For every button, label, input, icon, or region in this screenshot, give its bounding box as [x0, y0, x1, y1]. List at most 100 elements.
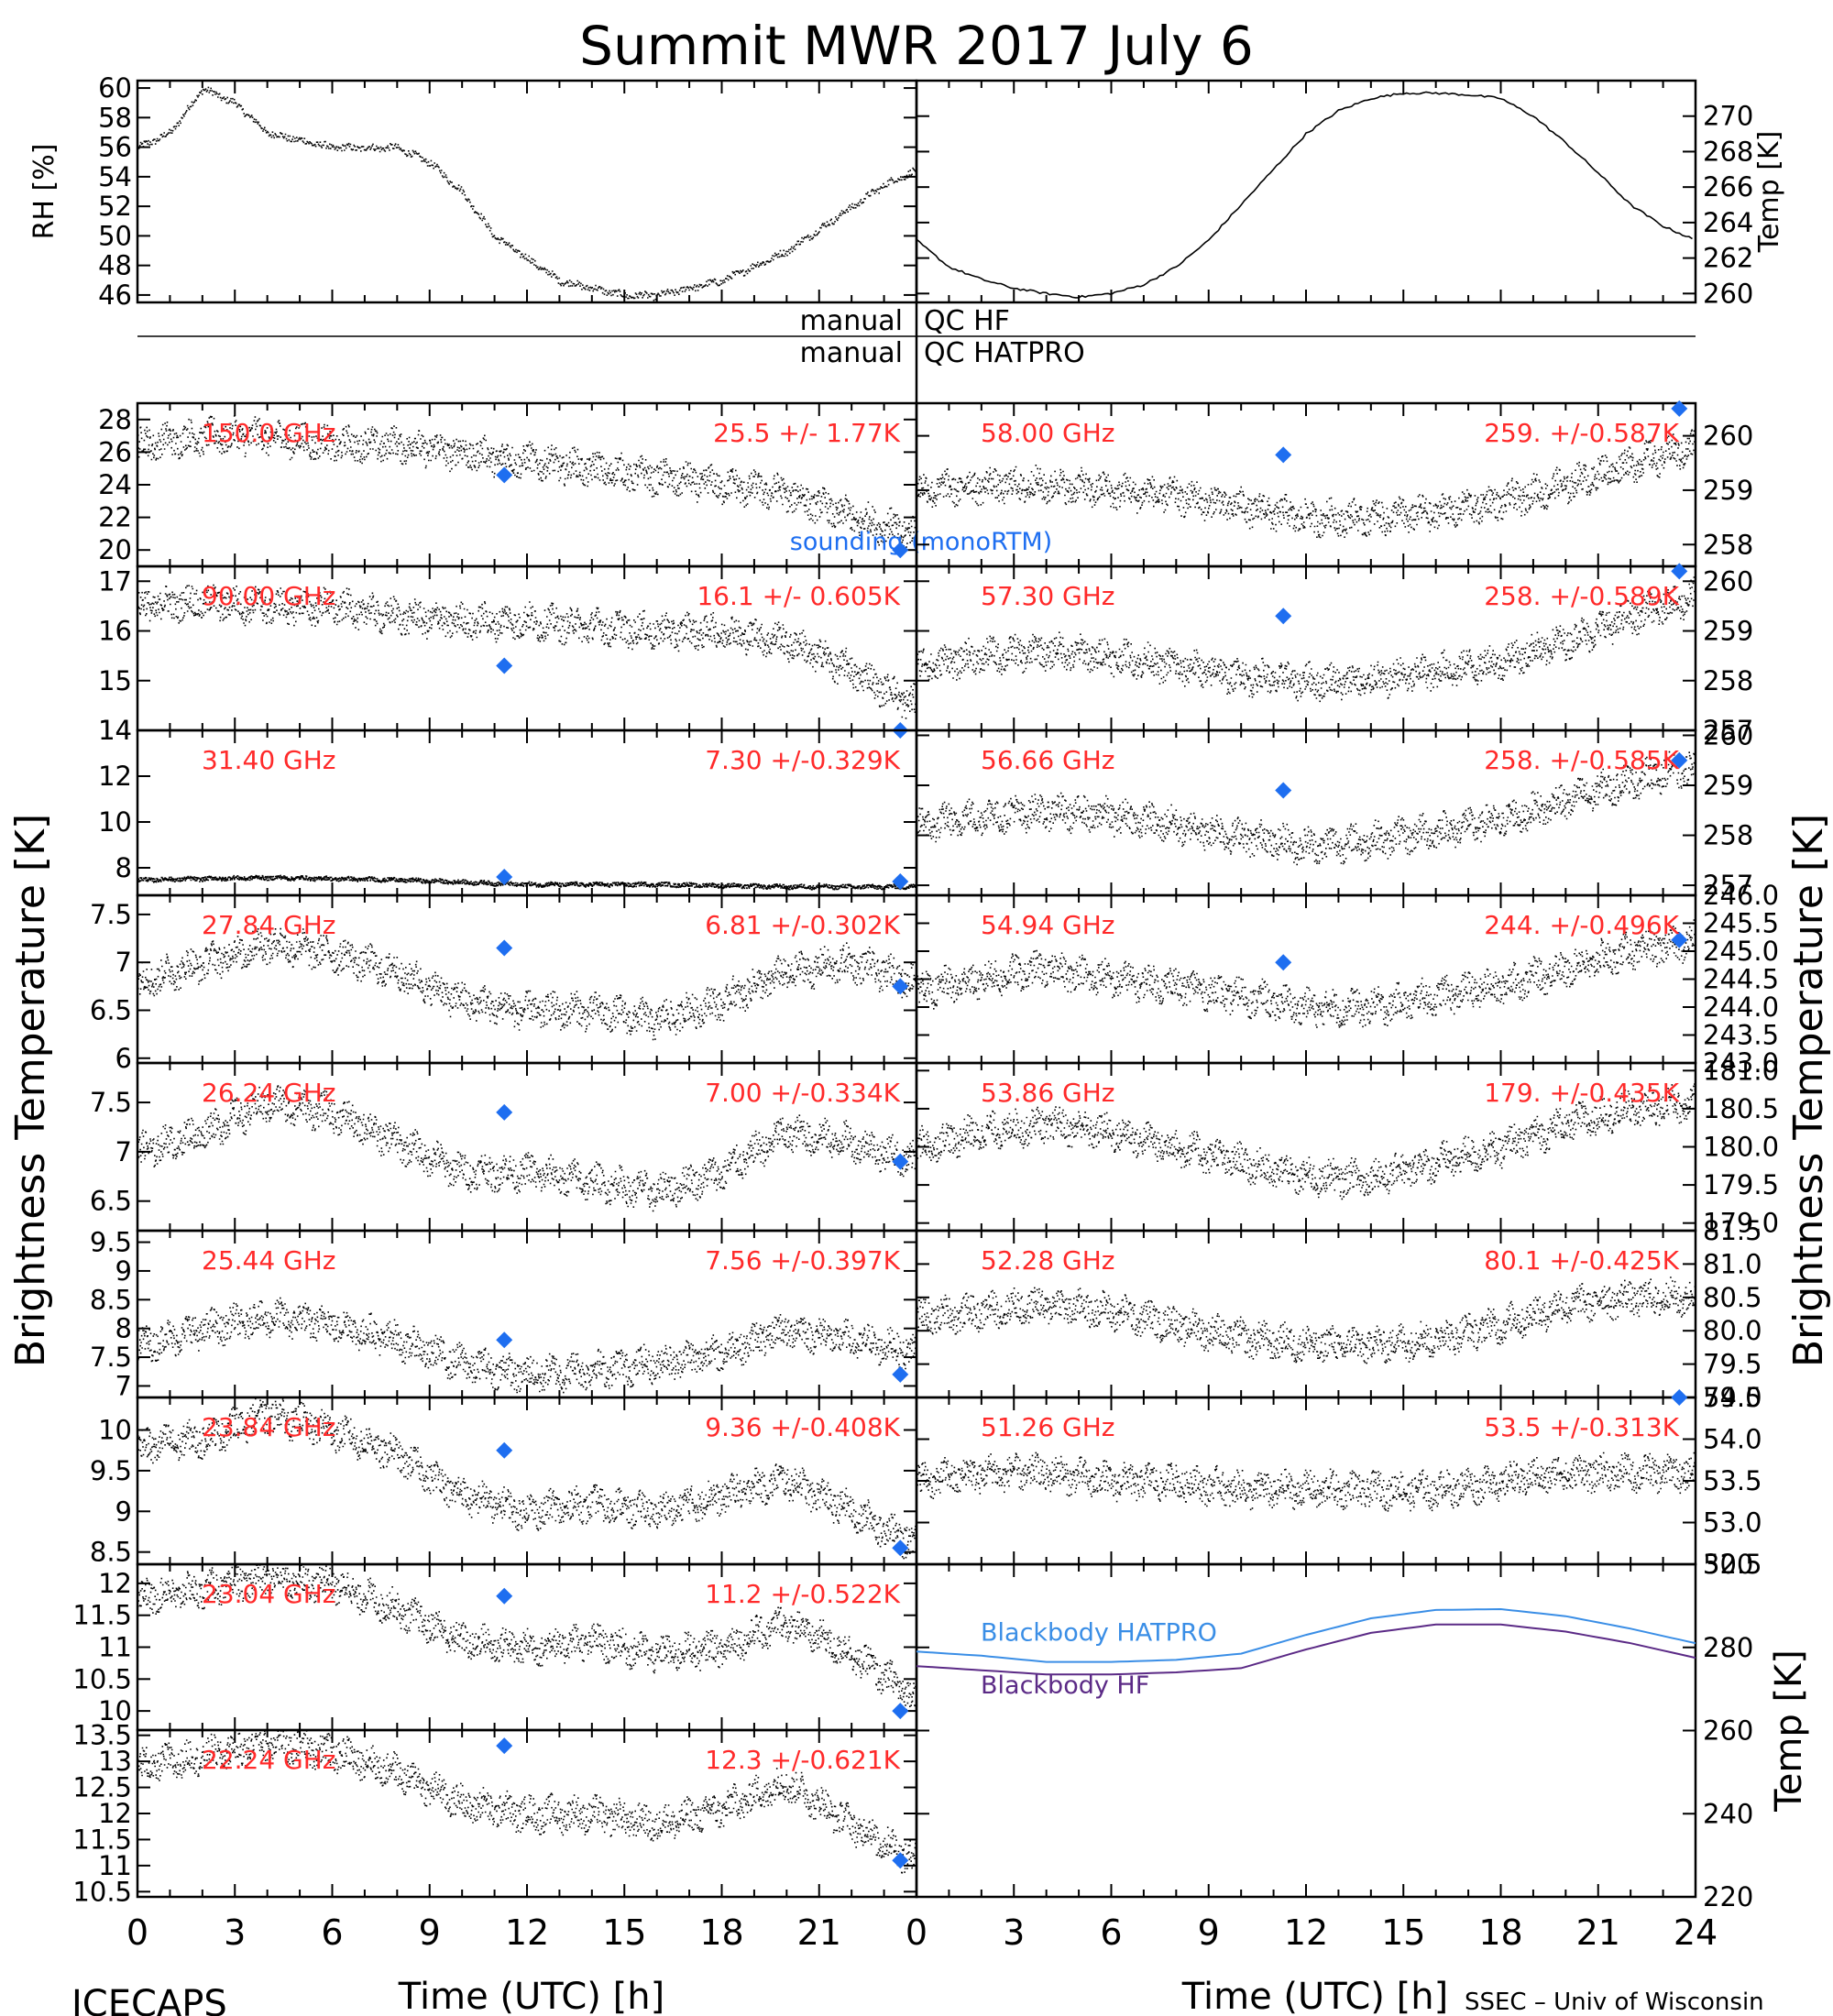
sounding-marker — [496, 1103, 513, 1121]
y-axis-title: RH [%] — [28, 144, 60, 240]
x-tick-label: 0 — [906, 1912, 927, 1953]
y-tick-label: 259 — [1703, 770, 1753, 801]
y-tick-label: 10 — [98, 1695, 132, 1726]
x-tick-label: 21 — [797, 1912, 841, 1953]
data-layer — [916, 1083, 1696, 1200]
frequency-label: 27.84 GHz — [202, 910, 336, 940]
x-tick-label: 18 — [1478, 1912, 1522, 1953]
y-tick-label: 9 — [115, 1496, 132, 1527]
frequency-label: 150.0 GHz — [202, 418, 336, 448]
stat-label: 6.81 +/-0.302K — [705, 910, 900, 940]
y-tick-label: 260 — [1703, 719, 1753, 751]
x-tick-labels: 0 3 6 9 12 15 18 21 0 3 6 9 12 15 18 21 24 — [126, 1912, 1718, 1953]
panel-f5730: 257 258 259 260 57.30 GHz 258. +/-0.589K — [915, 563, 1753, 746]
y-tick-label: 79.0 — [1703, 1382, 1762, 1413]
sounding-marker — [1671, 563, 1688, 580]
x-tick-label: 6 — [1100, 1912, 1122, 1953]
data-layer — [137, 1730, 916, 1874]
y-tick-label: 13.5 — [72, 1720, 132, 1751]
data-line — [916, 91, 1693, 299]
y-tick-label: 48 — [98, 250, 132, 281]
y-tick-label: 6 — [115, 1043, 132, 1074]
data-layer — [137, 874, 916, 891]
frequency-label: 58.00 GHz — [981, 418, 1115, 448]
y-tick-label: 7 — [115, 1136, 132, 1167]
panel-f5386: 179.0 179.5 180.0 180.5 181.0 53.86 GHz 179. +… — [915, 1055, 1779, 1239]
y-tick-label: 245.5 — [1703, 908, 1779, 939]
panel-f9000: 14 15 16 17 90.00 GHz 16.1 +/- 0.605K — [98, 564, 918, 746]
series-line-0 — [916, 1607, 1696, 1663]
frequency-label: 56.66 GHz — [981, 745, 1115, 775]
y-tick-label: 10 — [98, 1415, 132, 1446]
series-label-0: Blackbody HATPRO — [981, 1618, 1217, 1647]
sounding-marker — [1671, 400, 1688, 417]
y-tick-label: 80.0 — [1703, 1315, 1762, 1346]
stat-label: 258. +/-0.585K — [1484, 745, 1679, 775]
x-tick-label: 6 — [321, 1912, 343, 1953]
sounding-marker — [496, 1441, 513, 1459]
y-tick-label: 20 — [98, 534, 132, 565]
y-tick-label: 10.5 — [72, 1663, 132, 1694]
stat-label: 244. +/-0.496K — [1484, 910, 1679, 940]
y-tick-label: 26 — [98, 436, 132, 467]
data-points — [137, 86, 916, 301]
y-tick-label: 56 — [98, 132, 132, 163]
y-tick-label: 243.0 — [1703, 1047, 1779, 1079]
y-axis-title: Temp [K] — [1753, 131, 1785, 254]
qc-label-hatpro-right: QC HATPRO — [924, 337, 1085, 369]
qc-label-hatpro-left: manual — [800, 337, 903, 369]
figure-title: Summit MWR 2017 July 6 — [579, 15, 1254, 77]
left-axis-title: Brightness Temperature [K] — [7, 814, 54, 1367]
x-tick-label: 24 — [1674, 1912, 1718, 1953]
y-tick-label: 10.5 — [72, 1876, 132, 1907]
y-tick-label: 180.0 — [1703, 1132, 1779, 1163]
sounding-marker — [1275, 954, 1292, 971]
y-tick-label: 179.0 — [1703, 1208, 1779, 1239]
y-tick-label: 244.0 — [1703, 992, 1779, 1023]
y-tick-label: 240 — [1703, 1798, 1753, 1829]
y-tick-label: 245.0 — [1703, 936, 1779, 967]
y-tick-label: 14 — [98, 715, 132, 746]
frequency-label: 52.28 GHz — [981, 1245, 1115, 1276]
data-layer — [137, 1297, 916, 1394]
y-tick-label: 8 — [115, 852, 132, 883]
sounding-marker — [496, 939, 513, 957]
x-tick-label: 3 — [224, 1912, 246, 1953]
stat-label: 11.2 +/-0.522K — [705, 1579, 900, 1609]
sounding-marker — [892, 1852, 909, 1869]
x-tick-label: 15 — [602, 1912, 646, 1953]
sounding-marker — [496, 466, 513, 484]
data-points — [916, 1083, 1696, 1200]
y-tick-label: 260 — [1703, 565, 1753, 597]
sounding-marker — [1671, 751, 1688, 769]
sounding-marker — [496, 1737, 513, 1755]
data-layer — [137, 86, 916, 301]
frequency-label: 23.04 GHz — [202, 1579, 336, 1609]
y-tick-label: 246.0 — [1703, 880, 1779, 911]
y-tick-label: 17 — [98, 565, 132, 597]
y-tick-label: 257 — [1703, 715, 1753, 746]
y-tick-label: 268 — [1703, 136, 1753, 167]
frequency-label: 57.30 GHz — [981, 581, 1115, 611]
y-tick-label: 260 — [1703, 278, 1753, 309]
frequency-label: 31.40 GHz — [202, 745, 336, 775]
x-tick-label: 9 — [419, 1912, 441, 1953]
stat-label: 12.3 +/-0.621K — [705, 1745, 900, 1775]
y-tick-label: 11 — [98, 1632, 132, 1663]
x-axis-label-right: Time (UTC) [h] — [1181, 1976, 1448, 2016]
sounding-marker — [892, 1703, 909, 1720]
sounding-marker — [892, 1539, 909, 1557]
sounding-marker — [892, 1153, 909, 1170]
y-tick-label: 12.5 — [72, 1772, 132, 1803]
y-tick-label: 11 — [98, 1850, 132, 1881]
y-tick-label: 8 — [115, 1313, 132, 1344]
y-tick-label: 266 — [1703, 171, 1753, 203]
sounding-marker — [496, 1587, 513, 1605]
y-tick-label: 179.5 — [1703, 1169, 1779, 1200]
y-tick-label: 260 — [1703, 1715, 1753, 1747]
sounding-marker — [496, 657, 513, 674]
sounding-marker — [1275, 608, 1292, 625]
